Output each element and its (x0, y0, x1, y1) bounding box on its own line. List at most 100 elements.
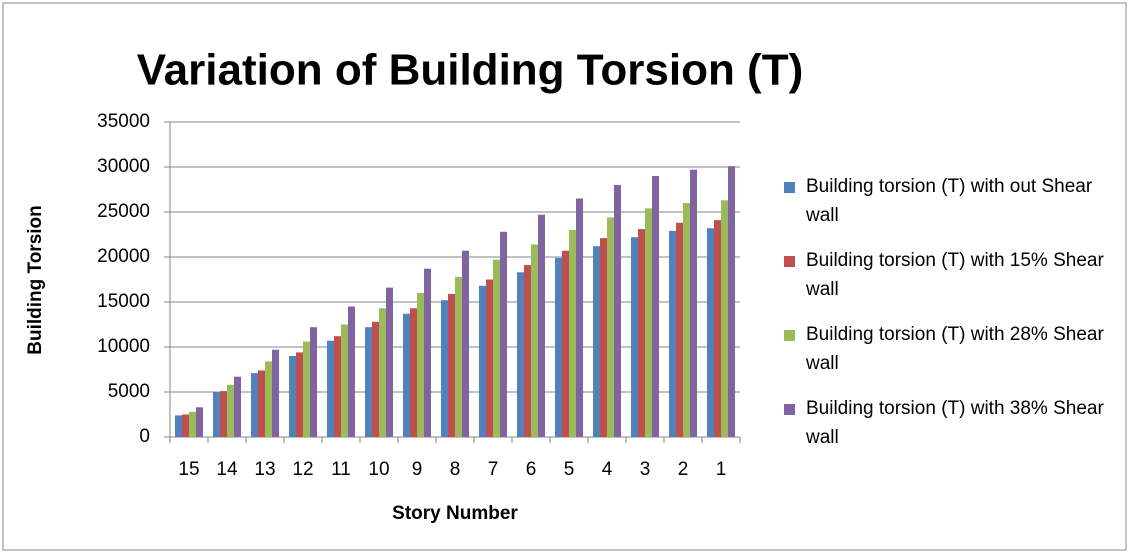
x-axis-label: Story Number (392, 503, 518, 524)
x-tick-label: 6 (526, 459, 537, 480)
bar (728, 166, 735, 437)
bar (707, 228, 714, 437)
bar (348, 306, 355, 437)
bar (310, 327, 317, 437)
bar (327, 340, 334, 437)
bar (196, 407, 203, 437)
legend-swatch (784, 182, 795, 193)
y-tick-label: 10000 (97, 336, 150, 357)
y-tick-label: 30000 (97, 156, 150, 177)
bar (410, 308, 417, 437)
bar (182, 414, 189, 437)
bar (441, 300, 448, 437)
x-tick-label: 8 (450, 459, 461, 480)
legend-item: Building torsion (T) with 38% Shear wall (782, 394, 1122, 468)
legend-label: Building torsion (T) with out Shear wall (806, 176, 1093, 226)
bar (455, 276, 462, 437)
x-tick-label: 13 (254, 459, 275, 480)
bar (417, 293, 424, 437)
legend-swatch (784, 330, 795, 341)
bar (669, 230, 676, 437)
bar (386, 287, 393, 437)
bar (690, 169, 697, 437)
legend-item: Building torsion (T) with out Shear wall (782, 172, 1122, 246)
x-tick-label: 4 (602, 459, 613, 480)
bar (714, 220, 721, 437)
bar (234, 376, 241, 437)
bar (517, 272, 524, 437)
bar (341, 324, 348, 437)
legend-swatch (784, 256, 795, 267)
bar (220, 391, 227, 437)
bar (486, 279, 493, 437)
bar (175, 415, 182, 437)
bar (303, 341, 310, 437)
bar (676, 222, 683, 437)
bar (424, 268, 431, 437)
bar (258, 370, 265, 437)
bar (272, 349, 279, 437)
legend-label: Building torsion (T) with 15% Shear wall (806, 250, 1104, 300)
bar (365, 327, 372, 437)
x-tick-label: 1 (716, 459, 727, 480)
y-tick-label: 35000 (97, 111, 150, 132)
bar (493, 259, 500, 437)
y-tick-label: 25000 (97, 201, 150, 222)
bar (251, 373, 258, 437)
x-tick-label: 14 (216, 459, 238, 480)
bar (448, 293, 455, 437)
y-tick-label: 0 (139, 426, 150, 447)
bar (379, 308, 386, 437)
x-tick-label: 9 (412, 459, 423, 480)
bar (538, 214, 545, 437)
bar (683, 203, 690, 437)
bar (555, 257, 562, 437)
y-tick-label: 20000 (97, 246, 150, 267)
x-tick-label: 11 (331, 459, 351, 480)
bar (213, 392, 220, 437)
bar (462, 250, 469, 437)
bar (638, 229, 645, 437)
x-tick-label: 12 (292, 459, 313, 480)
x-tick-label: 2 (678, 459, 689, 480)
bar (531, 244, 538, 437)
bar (227, 384, 234, 437)
legend-item: Building torsion (T) with 15% Shear wall (782, 246, 1122, 320)
bar (334, 336, 341, 437)
bar (607, 217, 614, 437)
x-tick-label: 5 (564, 459, 575, 480)
bar (372, 321, 379, 437)
legend-item: Building torsion (T) with 28% Shear wall (782, 320, 1122, 394)
bar (296, 352, 303, 437)
legend-label: Building torsion (T) with 38% Shear wall (806, 398, 1104, 448)
bar (479, 285, 486, 437)
legend: Building torsion (T) with out Shear wall… (782, 172, 1122, 468)
bar (631, 237, 638, 437)
bar (593, 246, 600, 437)
y-tick-label: 5000 (108, 381, 150, 402)
bar (524, 265, 531, 437)
bar (645, 208, 652, 437)
bar (403, 313, 410, 437)
legend-label: Building torsion (T) with 28% Shear wall (806, 324, 1104, 374)
legend-swatch (784, 404, 795, 415)
x-tick-label: 15 (178, 459, 199, 480)
bar (614, 185, 621, 437)
x-tick-label: 3 (640, 459, 651, 480)
bar (500, 231, 507, 437)
bar (652, 176, 659, 437)
bar (265, 361, 272, 437)
x-tick-label: 7 (488, 459, 499, 480)
bar (721, 200, 728, 437)
bar (562, 250, 569, 437)
chart-title: Variation of Building Torsion (T) (137, 46, 803, 95)
bar (576, 198, 583, 437)
bar (289, 356, 296, 437)
y-tick-label: 15000 (97, 291, 150, 312)
bar (189, 411, 196, 437)
y-axis-label: Building Torsion (25, 205, 46, 355)
bar (600, 238, 607, 437)
bar (569, 230, 576, 437)
